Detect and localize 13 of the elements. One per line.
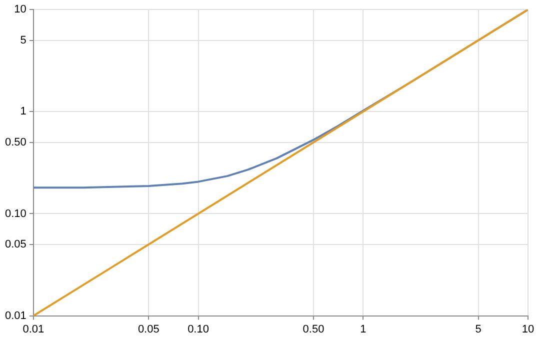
x-tick-label: 0.50 — [302, 323, 324, 336]
y-tick-label: 1 — [20, 106, 26, 118]
y-tick-label: 5 — [20, 34, 26, 46]
y-tick-label: 10 — [14, 4, 26, 16]
y-tick-label: 0.01 — [4, 310, 26, 322]
x-tick-label: 0.05 — [138, 323, 160, 336]
x-tick-label: 1 — [360, 323, 366, 336]
y-tick-label: 0.50 — [4, 136, 26, 148]
x-tick-label: 5 — [475, 323, 482, 336]
x-tick-label: 0.10 — [188, 323, 209, 336]
y-tick-label: 0.10 — [4, 208, 26, 220]
y-tick-label: 0.05 — [4, 238, 26, 250]
x-tick-label: 10 — [522, 323, 534, 336]
